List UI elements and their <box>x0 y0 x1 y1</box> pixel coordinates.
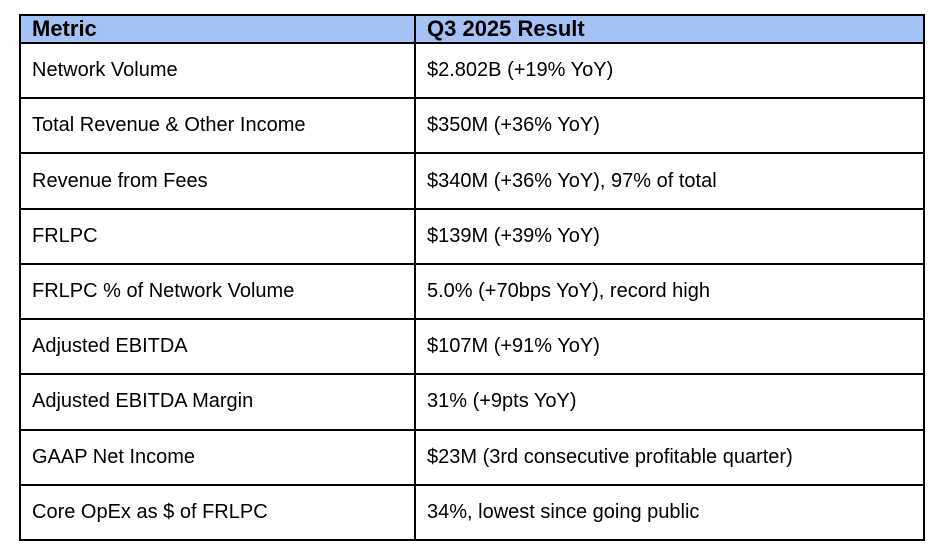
metric-cell: Adjusted EBITDA <box>19 318 416 376</box>
metric-cell: Total Revenue & Other Income <box>19 97 416 155</box>
table-row: FRLPC $139M (+39% YoY) <box>19 207 925 265</box>
result-column-header: Q3 2025 Result <box>414 14 925 44</box>
metric-cell: FRLPC <box>19 207 416 265</box>
result-cell: $2.802B (+19% YoY) <box>414 41 925 100</box>
result-cell: $340M (+36% YoY), 97% of total <box>414 152 925 210</box>
metric-cell: Revenue from Fees <box>19 152 416 210</box>
result-cell: $107M (+91% YoY) <box>414 318 925 376</box>
result-cell: 31% (+9pts YoY) <box>414 373 925 431</box>
result-cell: 34%, lowest since going public <box>414 483 925 542</box>
result-cell: $350M (+36% YoY) <box>414 97 925 155</box>
table-row: Revenue from Fees $340M (+36% YoY), 97% … <box>19 152 925 210</box>
result-cell: $139M (+39% YoY) <box>414 207 925 265</box>
metric-cell: Network Volume <box>19 41 416 100</box>
table-row: Core OpEx as $ of FRLPC 34%, lowest sinc… <box>19 483 925 542</box>
metric-cell: Adjusted EBITDA Margin <box>19 373 416 431</box>
metric-cell: FRLPC % of Network Volume <box>19 262 416 321</box>
table-row: GAAP Net Income $23M (3rd consecutive pr… <box>19 428 925 486</box>
table-row: Adjusted EBITDA $107M (+91% YoY) <box>19 318 925 376</box>
table-row: Adjusted EBITDA Margin 31% (+9pts YoY) <box>19 373 925 431</box>
table-row: FRLPC % of Network Volume 5.0% (+70bps Y… <box>19 262 925 321</box>
table-row: Network Volume $2.802B (+19% YoY) <box>19 41 925 100</box>
q3-results-table: Metric Q3 2025 Result Network Volume $2.… <box>19 14 925 542</box>
result-cell: $23M (3rd consecutive profitable quarter… <box>414 428 925 486</box>
metric-column-header: Metric <box>19 14 416 44</box>
metric-cell: GAAP Net Income <box>19 428 416 486</box>
header-row: Metric Q3 2025 Result <box>19 14 925 44</box>
metric-cell: Core OpEx as $ of FRLPC <box>19 483 416 542</box>
table-row: Total Revenue & Other Income $350M (+36%… <box>19 97 925 155</box>
result-cell: 5.0% (+70bps YoY), record high <box>414 262 925 321</box>
